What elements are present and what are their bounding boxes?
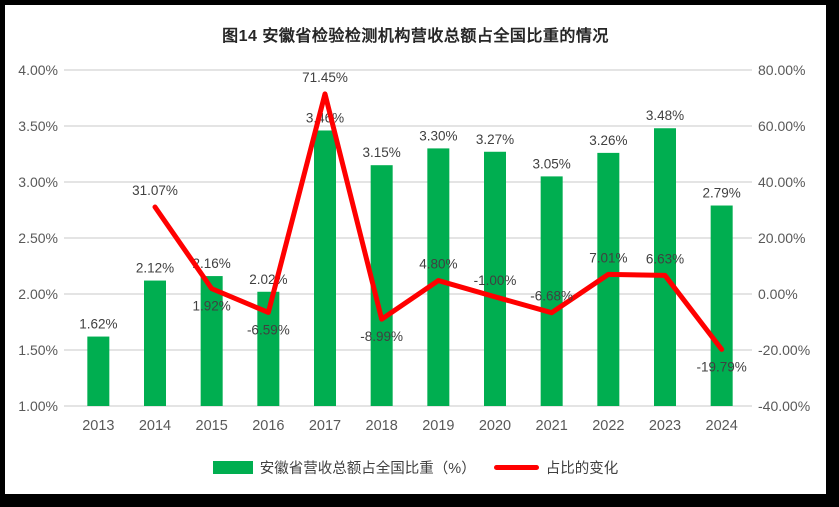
- legend-item-bar-series: 安徽省营收总额占全国比重（%）: [212, 457, 476, 478]
- line-series-swatch-icon: [493, 465, 539, 470]
- chart-title: 图14 安徽省检验检测机构营收总额占全国比重的情况: [222, 28, 609, 45]
- bar-series-swatch-icon: [212, 461, 253, 474]
- legend-bar-label: 安徽省营收总额占全国比重（%）: [259, 461, 476, 477]
- legend: 安徽省营收总额占全国比重（%） 占比的变化: [5, 457, 826, 478]
- legend-line-label: 占比的变化: [545, 461, 619, 477]
- legend-item-line-series: 占比的变化: [493, 457, 619, 478]
- chart-area: 图14 安徽省检验检测机构营收总额占全国比重的情况 安徽省营收总额占全国比重（%…: [5, 5, 826, 494]
